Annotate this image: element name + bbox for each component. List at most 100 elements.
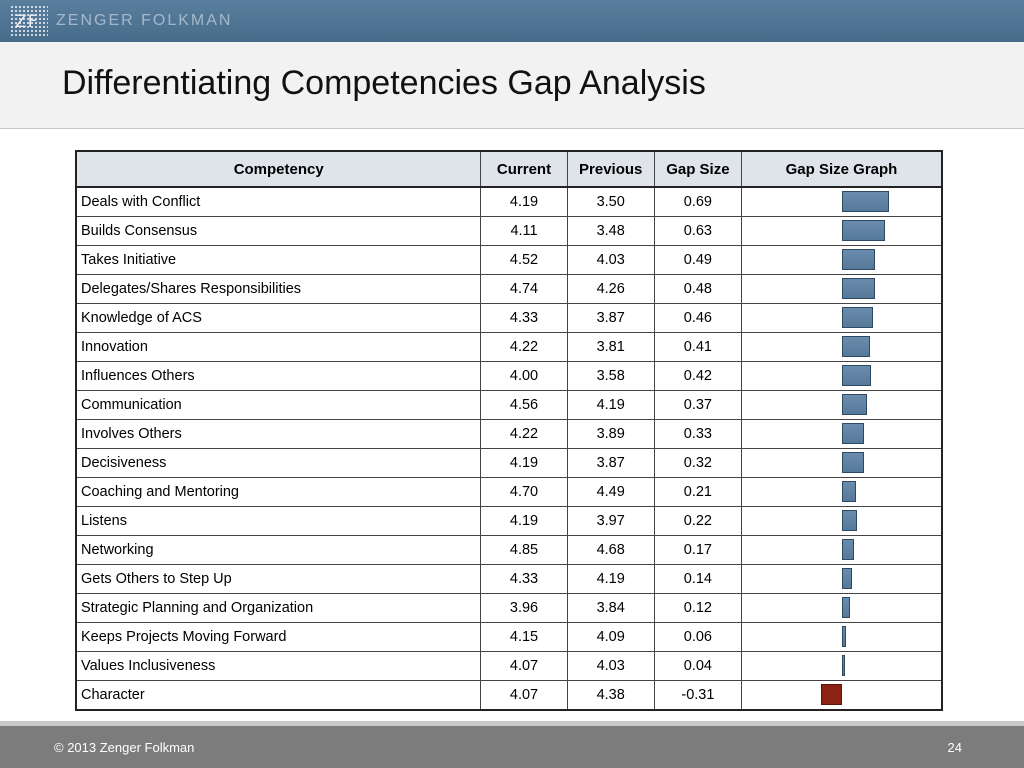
table-row: Communication 4.56 4.19 0.37 bbox=[75, 390, 943, 420]
gap-size-cell: 0.37 bbox=[653, 390, 742, 420]
competency-cell: Involves Others bbox=[75, 419, 482, 449]
footer-divider bbox=[0, 721, 1024, 726]
column-header-gap-size-graph: Gap Size Graph bbox=[740, 150, 943, 188]
competency-cell: Knowledge of ACS bbox=[75, 303, 482, 333]
table-row: Values Inclusiveness 4.07 4.03 0.04 bbox=[75, 651, 943, 681]
table-row: Decisiveness 4.19 3.87 0.32 bbox=[75, 448, 943, 478]
gap-bar bbox=[841, 597, 851, 618]
table-row: Keeps Projects Moving Forward 4.15 4.09 0.0… bbox=[75, 622, 943, 652]
current-score-cell: 4.22 bbox=[480, 419, 568, 449]
competency-cell: Deals with Conflict bbox=[75, 186, 482, 217]
table-row: Listens 4.19 3.97 0.22 bbox=[75, 506, 943, 536]
current-score-cell: 4.33 bbox=[480, 564, 568, 594]
previous-score-cell: 4.19 bbox=[566, 390, 655, 420]
gap-graph-cell bbox=[740, 274, 943, 304]
gap-graph-cell bbox=[740, 216, 943, 246]
gap-graph-cell bbox=[740, 564, 943, 594]
gap-graph-cell bbox=[740, 390, 943, 420]
current-score-cell: 4.52 bbox=[480, 245, 568, 275]
gap-bar bbox=[841, 278, 875, 299]
competency-cell: Listens bbox=[75, 506, 482, 536]
gap-bar bbox=[841, 423, 865, 444]
current-score-cell: 4.15 bbox=[480, 622, 568, 652]
table-row: Takes Initiative 4.52 4.03 0.49 bbox=[75, 245, 943, 275]
gap-size-cell: 0.41 bbox=[653, 332, 742, 362]
previous-score-cell: 4.19 bbox=[566, 564, 655, 594]
previous-score-cell: 3.81 bbox=[566, 332, 655, 362]
table-row: Character 4.07 4.38 -0.31 bbox=[75, 680, 943, 711]
top-banner: ZF ZENGER FOLKMAN bbox=[0, 0, 1024, 42]
gap-graph-cell bbox=[740, 186, 943, 217]
table-row: Networking 4.85 4.68 0.17 bbox=[75, 535, 943, 565]
current-score-cell: 4.00 bbox=[480, 361, 568, 391]
table-row: Builds Consensus 4.11 3.48 0.63 bbox=[75, 216, 943, 246]
table-row: Influences Others 4.00 3.58 0.42 bbox=[75, 361, 943, 391]
gap-size-cell: 0.42 bbox=[653, 361, 742, 391]
gap-bar bbox=[841, 481, 857, 502]
gap-size-cell: 0.46 bbox=[653, 303, 742, 333]
current-score-cell: 4.22 bbox=[480, 332, 568, 362]
gap-analysis-table: Competency Current Previous Gap Size Gap… bbox=[75, 150, 943, 711]
gap-size-cell: 0.69 bbox=[653, 186, 742, 217]
table-row: Deals with Conflict 4.19 3.50 0.69 bbox=[75, 186, 943, 217]
competency-cell: Decisiveness bbox=[75, 448, 482, 478]
competency-cell: Takes Initiative bbox=[75, 245, 482, 275]
previous-score-cell: 3.87 bbox=[566, 303, 655, 333]
current-score-cell: 4.19 bbox=[480, 506, 568, 536]
previous-score-cell: 3.58 bbox=[566, 361, 655, 391]
competency-cell: Innovation bbox=[75, 332, 482, 362]
table-row: Knowledge of ACS 4.33 3.87 0.46 bbox=[75, 303, 943, 333]
current-score-cell: 4.07 bbox=[480, 651, 568, 681]
page-number: 24 bbox=[947, 740, 962, 755]
previous-score-cell: 3.84 bbox=[566, 593, 655, 623]
page-title: Differentiating Competencies Gap Analysi… bbox=[62, 64, 706, 102]
gap-bar bbox=[841, 452, 864, 473]
competency-cell: Coaching and Mentoring bbox=[75, 477, 482, 507]
gap-bar bbox=[841, 191, 889, 212]
gap-size-cell: 0.21 bbox=[653, 477, 742, 507]
gap-size-cell: 0.63 bbox=[653, 216, 742, 246]
table-row: Delegates/Shares Responsibilities 4.74 4.2… bbox=[75, 274, 943, 304]
column-header-competency: Competency bbox=[75, 150, 482, 188]
gap-size-cell: 0.14 bbox=[653, 564, 742, 594]
previous-score-cell: 4.09 bbox=[566, 622, 655, 652]
previous-score-cell: 4.49 bbox=[566, 477, 655, 507]
competency-cell: Character bbox=[75, 680, 482, 711]
gap-bar bbox=[841, 568, 852, 589]
column-header-current: Current bbox=[480, 150, 568, 188]
previous-score-cell: 4.03 bbox=[566, 245, 655, 275]
competency-cell: Keeps Projects Moving Forward bbox=[75, 622, 482, 652]
current-score-cell: 3.96 bbox=[480, 593, 568, 623]
gap-graph-cell bbox=[740, 651, 943, 681]
gap-size-cell: 0.06 bbox=[653, 622, 742, 652]
gap-bar bbox=[820, 684, 842, 705]
gap-size-cell: 0.32 bbox=[653, 448, 742, 478]
gap-size-cell: 0.22 bbox=[653, 506, 742, 536]
competency-cell: Strategic Planning and Organization bbox=[75, 593, 482, 623]
column-header-gap-size: Gap Size bbox=[653, 150, 742, 188]
gap-bar bbox=[841, 365, 871, 386]
table-header-row: Competency Current Previous Gap Size Gap… bbox=[75, 150, 943, 188]
table-row: Gets Others to Step Up 4.33 4.19 0.14 bbox=[75, 564, 943, 594]
competency-cell: Communication bbox=[75, 390, 482, 420]
gap-graph-cell bbox=[740, 448, 943, 478]
gap-graph-cell bbox=[740, 245, 943, 275]
gap-graph-cell bbox=[740, 361, 943, 391]
table-row: Innovation 4.22 3.81 0.41 bbox=[75, 332, 943, 362]
competency-cell: Values Inclusiveness bbox=[75, 651, 482, 681]
gap-size-cell: 0.33 bbox=[653, 419, 742, 449]
gap-bar bbox=[841, 307, 874, 328]
gap-bar bbox=[841, 510, 857, 531]
gap-bar bbox=[841, 336, 870, 357]
table-row: Involves Others 4.22 3.89 0.33 bbox=[75, 419, 943, 449]
gap-graph-cell bbox=[740, 506, 943, 536]
gap-graph-cell bbox=[740, 680, 943, 711]
competency-cell: Influences Others bbox=[75, 361, 482, 391]
previous-score-cell: 3.48 bbox=[566, 216, 655, 246]
column-header-previous: Previous bbox=[566, 150, 655, 188]
current-score-cell: 4.74 bbox=[480, 274, 568, 304]
previous-score-cell: 4.03 bbox=[566, 651, 655, 681]
previous-score-cell: 4.68 bbox=[566, 535, 655, 565]
competency-cell: Networking bbox=[75, 535, 482, 565]
footer-bar: © 2013 Zenger Folkman 24 bbox=[0, 726, 1024, 768]
